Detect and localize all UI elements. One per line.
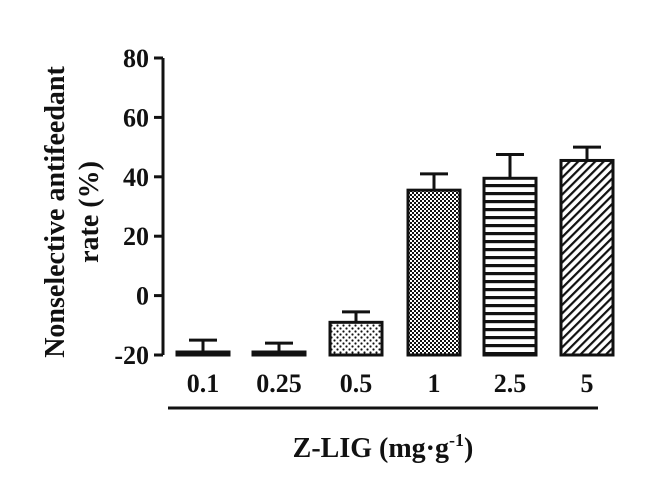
bar-rect xyxy=(328,320,384,357)
x-tick-label: 2.5 xyxy=(494,369,527,398)
bar-rect xyxy=(251,350,307,357)
bar-rect xyxy=(406,188,462,357)
x-tick-label: 0.1 xyxy=(187,369,220,398)
y-axis-title-line1: Nonselective antifeedant xyxy=(40,66,71,358)
y-axis-title-line2: rate (%) xyxy=(74,161,105,263)
x-tick-label: 0.5 xyxy=(340,369,373,398)
bar-0.1 xyxy=(175,338,231,357)
y-tick-label: -20 xyxy=(114,341,149,370)
x-tick-label: 5 xyxy=(581,369,594,398)
y-tick-label: 40 xyxy=(123,163,149,192)
bar-rect xyxy=(482,176,538,357)
bars-group xyxy=(175,145,615,357)
y-axis: -20 0 20 40 60 80 xyxy=(114,44,165,370)
y-tick-label: 0 xyxy=(136,282,149,311)
y-axis-title: Nonselective antifeedant rate (%) xyxy=(40,66,105,358)
x-tick-labels: 0.1 0.25 0.5 1 2.5 5 xyxy=(187,369,594,398)
x-tick-label: 0.25 xyxy=(256,369,302,398)
bar-2.5 xyxy=(482,153,538,357)
bar-rect xyxy=(175,350,231,357)
bar-1 xyxy=(406,172,462,357)
bar-0.25 xyxy=(251,341,307,357)
bar-0.5 xyxy=(328,310,384,357)
y-tick-label: 60 xyxy=(123,103,149,132)
bar-5 xyxy=(559,145,615,357)
bar-rect xyxy=(559,158,615,357)
x-axis-title: Z-LIG (mg·g-1) xyxy=(293,430,474,464)
y-tick-label: 80 xyxy=(123,44,149,73)
x-tick-label: 1 xyxy=(428,369,441,398)
y-tick-label: 20 xyxy=(123,222,149,251)
